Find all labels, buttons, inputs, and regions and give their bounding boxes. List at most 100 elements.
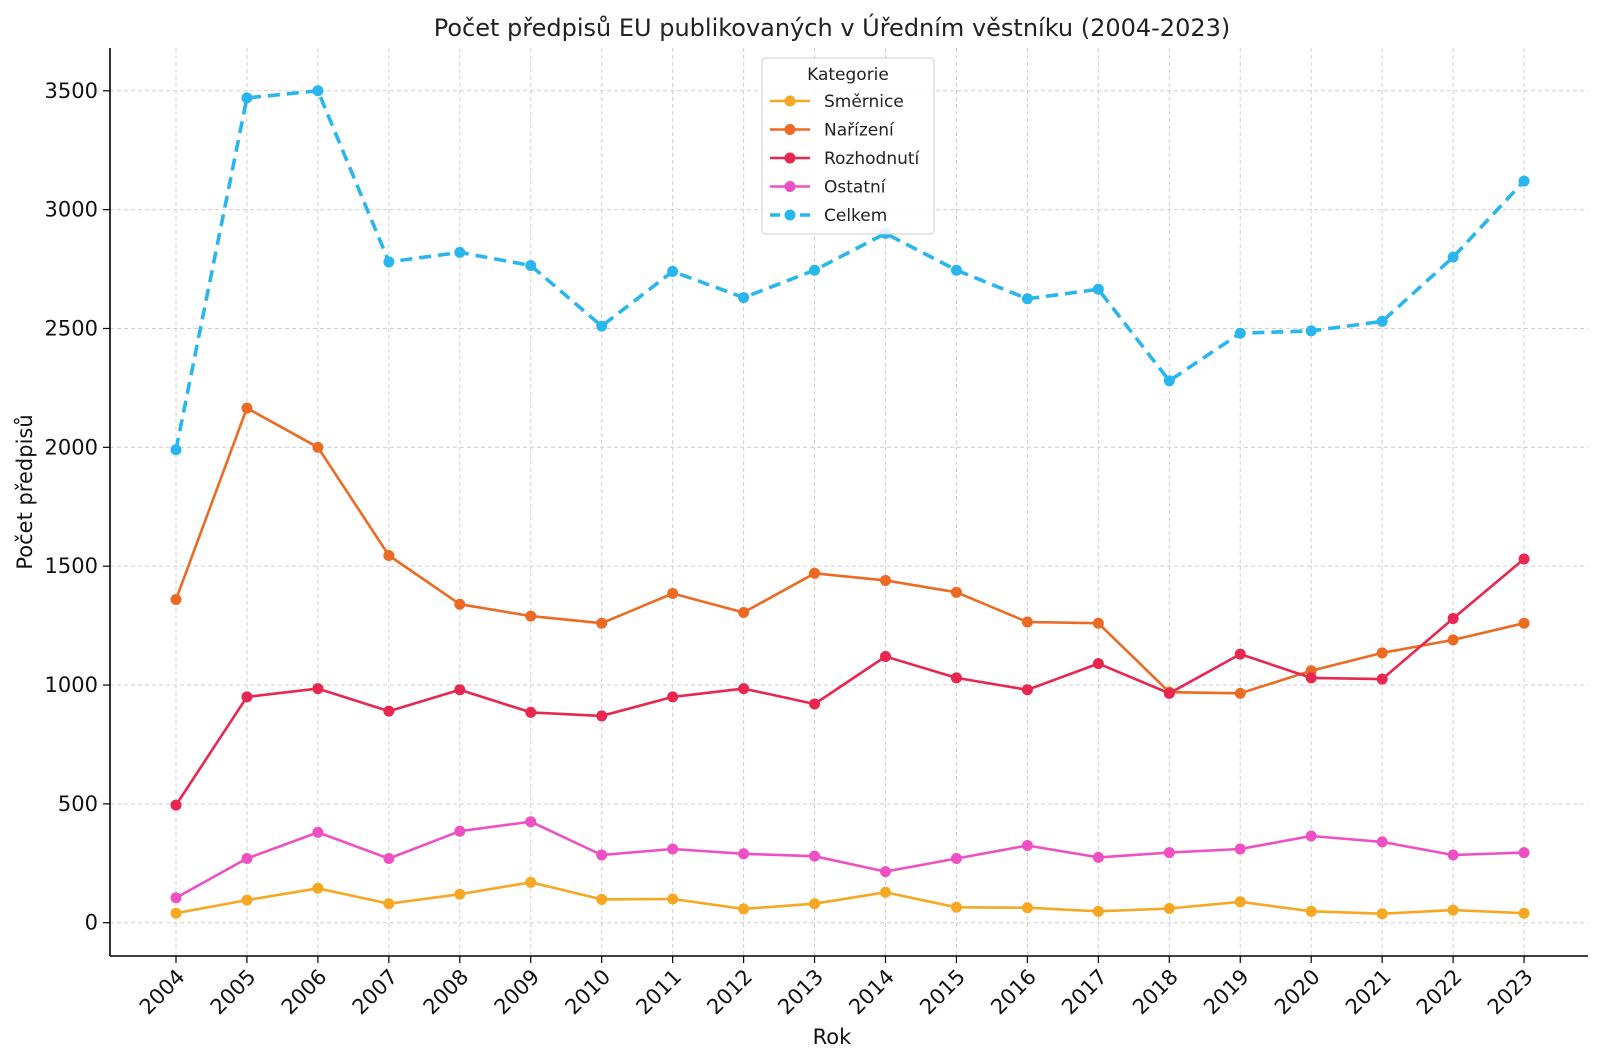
data-point xyxy=(170,892,182,904)
data-point xyxy=(596,849,608,861)
data-point xyxy=(596,893,608,905)
data-point xyxy=(1447,612,1459,624)
data-point xyxy=(880,574,891,586)
data-point xyxy=(241,691,253,703)
data-point xyxy=(241,894,253,906)
data-point xyxy=(1163,687,1175,699)
legend-item-smernice: Směrnice xyxy=(770,92,904,112)
x-tick-label: 2012 xyxy=(702,965,757,1020)
data-point xyxy=(950,672,962,684)
data-point xyxy=(1518,907,1530,919)
data-point xyxy=(1376,647,1388,659)
data-point xyxy=(738,292,750,304)
data-point xyxy=(1305,830,1317,842)
data-point xyxy=(383,898,395,910)
data-point xyxy=(312,882,324,894)
series-line-celkem xyxy=(174,89,1526,451)
data-point xyxy=(1092,658,1104,670)
y-axis-ticks: 0 500 1000 1500 2000 2500 3000 3500 xyxy=(45,79,110,935)
data-point xyxy=(312,441,324,453)
x-tick-label: 2011 xyxy=(631,965,686,1020)
data-point xyxy=(1092,283,1104,295)
y-tick-label: 500 xyxy=(58,792,98,816)
x-tick-label: 2006 xyxy=(277,965,332,1020)
series-smernice xyxy=(170,876,1530,920)
data-point xyxy=(880,651,891,663)
data-point xyxy=(1021,839,1033,851)
x-tick-label: 2010 xyxy=(560,965,615,1020)
data-point xyxy=(1376,673,1388,685)
data-point xyxy=(241,853,253,865)
data-point xyxy=(454,888,466,900)
data-point xyxy=(738,903,750,915)
data-point xyxy=(383,853,395,865)
x-tick-label: 2022 xyxy=(1412,965,1467,1020)
data-point xyxy=(170,444,182,456)
chart-title: Počet předpisů EU publikovaných v Úřední… xyxy=(434,12,1231,42)
data-point xyxy=(1518,617,1530,629)
y-tick-label: 2000 xyxy=(45,435,98,459)
data-point xyxy=(1376,908,1388,920)
axes xyxy=(109,48,1588,957)
y-tick-label: 2500 xyxy=(45,316,98,340)
x-tick-label: 2021 xyxy=(1341,965,1396,1020)
data-point xyxy=(1518,553,1530,565)
data-point xyxy=(1376,315,1388,327)
data-point xyxy=(809,264,821,276)
series-line-narizeni xyxy=(174,406,1525,695)
data-point xyxy=(1305,672,1317,684)
data-point xyxy=(312,683,324,695)
series-line-ostatni xyxy=(175,820,1525,899)
x-tick-label: 2004 xyxy=(135,965,190,1020)
legend-item-rozhodnuti: Rozhodnutí xyxy=(770,149,921,169)
data-point xyxy=(383,705,395,717)
data-point xyxy=(596,710,608,722)
series-group xyxy=(170,85,1530,920)
data-point xyxy=(170,907,182,919)
series-line-smernice xyxy=(175,880,1525,916)
x-tick-label: 2020 xyxy=(1270,965,1325,1020)
y-tick-label: 3000 xyxy=(45,198,98,222)
y-axis-title: Počet předpisů xyxy=(13,414,37,569)
data-point xyxy=(312,85,324,97)
data-point xyxy=(1447,849,1459,861)
y-tick-label: 3500 xyxy=(45,79,98,103)
data-point xyxy=(1234,327,1246,339)
data-point xyxy=(383,549,395,561)
data-point xyxy=(1234,843,1246,855)
data-point xyxy=(596,320,608,332)
x-axis-title: Rok xyxy=(813,1025,852,1049)
legend-item-ostatni: Ostatní xyxy=(770,178,887,198)
data-point xyxy=(1092,617,1104,629)
data-point xyxy=(454,246,466,258)
data-point xyxy=(1021,684,1033,696)
series-rozhodnuti xyxy=(170,553,1530,811)
data-point xyxy=(880,886,891,898)
series-line-rozhodnuti xyxy=(174,558,1525,806)
legend-item-narizeni: Nařízení xyxy=(770,121,895,141)
data-point xyxy=(1518,175,1530,187)
data-point xyxy=(1163,902,1175,914)
data-point xyxy=(809,850,821,862)
x-tick-label: 2005 xyxy=(206,965,261,1020)
x-tick-label: 2009 xyxy=(490,965,545,1020)
x-tick-label: 2019 xyxy=(1199,965,1254,1020)
data-point xyxy=(667,893,679,905)
data-point xyxy=(1163,375,1175,387)
legend-swatch-marker xyxy=(784,95,796,107)
legend: Kategorie Směrnice Nařízení Rozhodnutí Osta… xyxy=(761,57,935,235)
legend-label: Rozhodnutí xyxy=(824,149,921,169)
x-tick-label: 2023 xyxy=(1483,965,1538,1020)
data-point xyxy=(950,853,962,865)
data-point xyxy=(525,259,537,271)
data-point xyxy=(1305,325,1317,337)
data-point xyxy=(1092,905,1104,917)
legend-swatch-marker xyxy=(784,181,796,192)
data-point xyxy=(738,607,750,619)
data-point xyxy=(950,586,962,598)
data-point xyxy=(809,898,821,910)
x-tick-label: 2018 xyxy=(1128,965,1183,1020)
data-point xyxy=(1234,687,1246,699)
data-point xyxy=(454,684,466,696)
y-tick-label: 1500 xyxy=(45,554,98,578)
